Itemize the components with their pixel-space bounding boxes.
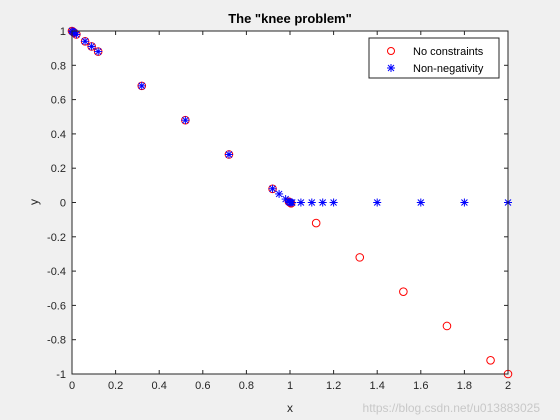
legend-circle-marker: [387, 47, 395, 55]
data-point-non-negativity: [137, 81, 146, 90]
data-point-non-negativity: [288, 198, 297, 207]
y-tick-label: 0: [60, 198, 66, 210]
data-point-no-constraints: [486, 355, 495, 365]
y-tick-label: -0.2: [47, 232, 66, 244]
y-tick-label: 0.2: [51, 163, 66, 175]
data-point-non-negativity: [72, 30, 81, 39]
y-tick-label: -0.6: [47, 300, 66, 312]
data-point-non-negativity: [181, 116, 190, 125]
data-point-non-negativity: [460, 198, 469, 207]
x-tick-label: 0: [69, 380, 75, 392]
y-tick-label: 0.6: [51, 95, 66, 107]
legend-label-non-negativity: Non-negativity: [413, 63, 484, 75]
y-tick-label: 1: [60, 26, 66, 38]
data-point-non-negativity: [416, 198, 425, 207]
data-point-non-negativity: [268, 184, 277, 193]
data-point-non-negativity: [296, 198, 305, 207]
data-point-non-negativity: [224, 150, 233, 159]
axes-box: [71, 30, 509, 375]
data-point-non-negativity: [94, 47, 103, 56]
y-tick-label: 0.4: [51, 129, 66, 141]
legend-label-no-constraints: No constraints: [413, 46, 484, 58]
x-tick-label: 0.8: [239, 380, 254, 392]
y-axis-label: y: [27, 199, 41, 205]
y-tick-label: -0.4: [47, 266, 66, 278]
data-point-non-negativity: [318, 198, 327, 207]
ticks-layer: 0 0.2 0.4 0.6 0.8 1 1.2 1.4 1.6 1.8 2 1 0.8 0.6 0.4 0.2…: [47, 26, 511, 392]
data-point-no-constraints: [442, 321, 452, 331]
data-point-non-negativity: [373, 198, 382, 207]
y-tick-label: -1: [56, 369, 66, 381]
data-point-non-negativity: [87, 42, 96, 51]
x-axis-label: x: [287, 401, 293, 415]
x-tick-label: 0.2: [108, 380, 123, 392]
x-tick-label: 0.6: [195, 380, 210, 392]
x-tick-label: 1.6: [413, 380, 428, 392]
chart-title: The "knee problem": [228, 11, 352, 26]
series-layer: [67, 26, 513, 379]
data-point-non-negativity: [329, 198, 338, 207]
legend-asterisk-marker: [387, 64, 395, 72]
data-point-non-negativity: [307, 198, 316, 207]
data-point-no-constraints: [355, 253, 365, 262]
data-point-no-constraints: [311, 218, 321, 228]
x-tick-label: 1.2: [326, 380, 341, 392]
data-point-non-negativity: [81, 37, 90, 46]
legend: No constraints Non-negativity: [368, 37, 500, 79]
x-tick-label: 0.4: [152, 380, 167, 392]
x-tick-label: 1: [287, 380, 293, 392]
data-point-no-constraints: [399, 287, 408, 296]
data-point-non-negativity: [275, 189, 284, 198]
x-tick-label: 1.4: [370, 380, 385, 392]
y-tick-label: -0.8: [47, 335, 66, 347]
x-tick-label: 1.8: [457, 380, 472, 392]
watermark-text: https://blog.csdn.net/u013883025: [363, 401, 541, 415]
y-tick-label: 0.8: [51, 60, 66, 72]
x-tick-label: 2: [505, 380, 511, 392]
